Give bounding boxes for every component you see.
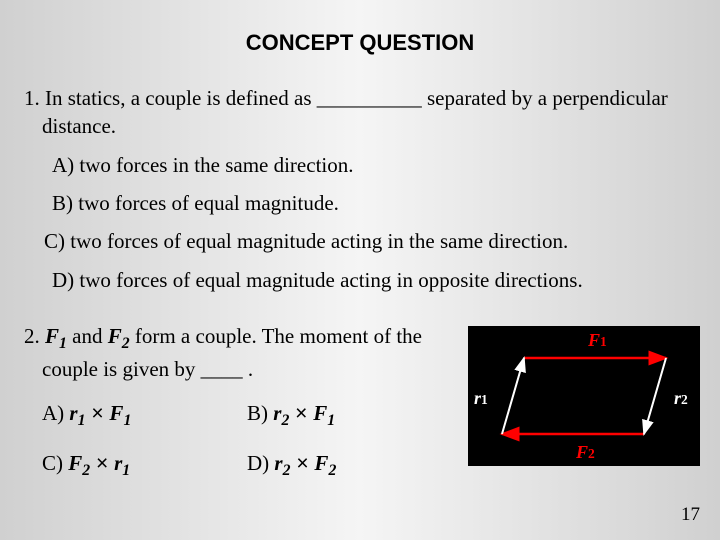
q2-choice-d: D) r2 × F2 [247,449,452,481]
question-2: 2. F1 and F2 form a couple. The moment o… [20,322,700,482]
couple-diagram: F1 F2 r1 r2 [468,326,700,466]
diagram-label-r2: r2 [674,388,688,409]
diagram-label-f1: F1 [588,330,607,351]
q1-stem: 1. In statics, a couple is defined as __… [24,84,700,141]
question-1: 1. In statics, a couple is defined as __… [20,84,700,294]
page-number: 17 [681,504,700,526]
q2-choice-b: B) r2 × F1 [247,399,452,431]
diagram-label-f2: F2 [576,442,595,463]
diagram-label-r1: r1 [474,388,488,409]
q1-choice-d: D) two forces of equal magnitude acting … [24,266,700,294]
q2-choice-c: C) F2 × r1 [42,449,247,481]
q2-choice-a: A) r1 × F1 [42,399,247,431]
slide-title: CONCEPT QUESTION [20,30,700,56]
q2-stem: 2. F1 and F2 form a couple. The moment o… [24,322,452,383]
q1-choice-c: C) two forces of equal magnitude acting … [24,227,700,255]
q1-choice-b: B) two forces of equal magnitude. [24,189,700,217]
q1-choice-a: A) two forces in the same direction. [24,151,700,179]
